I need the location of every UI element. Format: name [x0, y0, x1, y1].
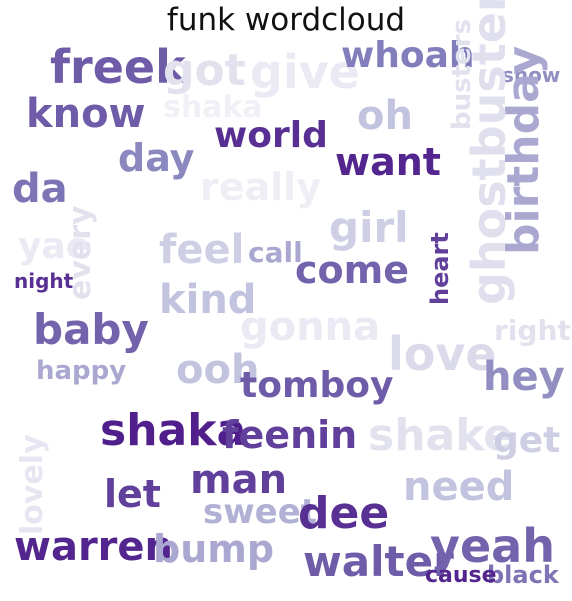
word-get: get [493, 420, 560, 461]
word-oh: oh [357, 93, 413, 139]
word-really: really [200, 165, 321, 209]
word-da: da [12, 166, 68, 212]
word-man: man [190, 457, 287, 503]
word-know: know [26, 91, 146, 137]
word-shake: shake [368, 410, 513, 461]
word-day: day [118, 136, 195, 180]
word-night: night [14, 269, 74, 293]
word-show: show [502, 63, 560, 87]
word-hey: hey [483, 354, 565, 400]
word-tomboy: tomboy [240, 365, 393, 406]
word-gonna: gonna [240, 304, 380, 350]
word-world: world [214, 115, 328, 156]
word-every: every [63, 205, 98, 300]
word-let: let [104, 472, 161, 516]
word-want: want [335, 140, 441, 184]
word-love: love [388, 327, 497, 381]
word-feenin: feenin [222, 413, 357, 457]
word-right: right [494, 314, 571, 347]
word-lovely: lovely [15, 434, 50, 535]
word-heart: heart [426, 232, 454, 305]
word-call: call [248, 236, 303, 269]
word-feel: feel [159, 227, 244, 273]
word-ghostbusters: ghostbusters [462, 0, 516, 305]
word-birthday: birthday [498, 46, 549, 255]
word-shaka: shaka [163, 90, 263, 125]
word-shaka: shaka [100, 405, 246, 456]
word-girl: girl [329, 203, 409, 252]
word-sweet: sweet [203, 492, 317, 532]
word-bump: bump [153, 527, 274, 571]
word-cause: cause [425, 563, 497, 588]
word-come: come [295, 248, 409, 292]
word-freek: freek [50, 40, 187, 94]
word-busters: busters [447, 19, 477, 130]
word-happy: happy [36, 356, 126, 386]
word-kind: kind [159, 277, 256, 323]
word-ooh: ooh [176, 347, 259, 393]
word-yae: yae [18, 226, 90, 267]
word-warren: warren [14, 524, 173, 570]
word-walter: walter [303, 537, 454, 586]
chart-title: funk wordcloud [166, 2, 406, 38]
word-got: got [163, 45, 246, 96]
word-need: need [403, 464, 514, 510]
word-whoah: whoah [341, 35, 475, 76]
word-yeah: yeah [430, 519, 555, 573]
word-give: give [250, 45, 360, 99]
word-dee: dee [298, 488, 389, 539]
word-black: black [487, 561, 560, 589]
word-baby: baby [33, 305, 149, 354]
